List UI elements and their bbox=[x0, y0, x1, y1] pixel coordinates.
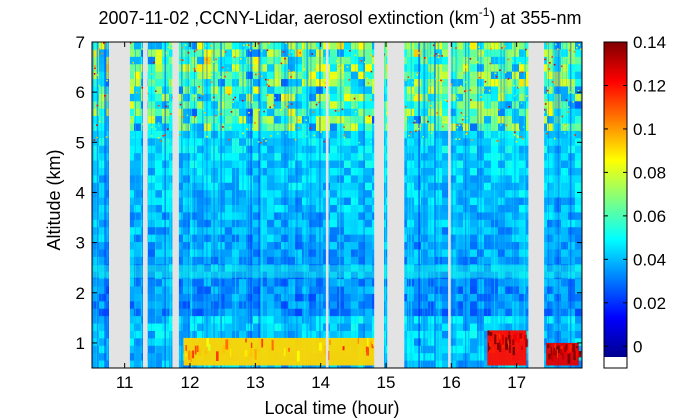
y-tick-label: 6 bbox=[76, 83, 85, 102]
chart-title: 2007-11-02 ,CCNY-Lidar, aerosol extincti… bbox=[99, 5, 582, 28]
data-gap-6 bbox=[448, 42, 451, 368]
x-tick-label: 14 bbox=[311, 373, 330, 392]
layer-3 bbox=[92, 265, 582, 278]
y-tick-label: 4 bbox=[76, 183, 85, 202]
data-gap-5 bbox=[387, 42, 405, 368]
y-axis: 1 2 3 4 5 6 7 bbox=[76, 33, 582, 353]
colorbar-frame bbox=[603, 41, 628, 369]
colorbar-tick-label: 0.14 bbox=[633, 33, 666, 52]
x-tick-label: 16 bbox=[442, 373, 461, 392]
y-tick-label: 5 bbox=[76, 133, 85, 152]
heatmap-cells bbox=[92, 42, 582, 368]
y-tick-label: 1 bbox=[76, 334, 85, 353]
data-gap-3 bbox=[325, 42, 329, 368]
data-gap-0 bbox=[109, 42, 130, 368]
colorbar-tick-label: 0.06 bbox=[633, 207, 666, 226]
layer-0 bbox=[183, 337, 380, 366]
x-tick-label: 17 bbox=[507, 373, 526, 392]
colorbar-tick-label: 0.04 bbox=[633, 250, 666, 269]
colorbar-bottom bbox=[604, 357, 627, 368]
colorbar-tick-label: 0.12 bbox=[633, 76, 666, 95]
x-tick-label: 12 bbox=[181, 373, 200, 392]
plot-frame bbox=[91, 41, 583, 369]
y-tick-label: 3 bbox=[76, 234, 85, 253]
colorbar: 0 0.02 0.04 0.06 0.08 0.1 0.12 0.14 bbox=[603, 33, 666, 369]
y-axis-label: Altitude (km) bbox=[44, 149, 64, 250]
colorbar-tick-label: 0 bbox=[633, 337, 642, 356]
data-gap-7 bbox=[528, 42, 545, 368]
colorbar-gradient bbox=[604, 42, 627, 357]
x-tick-label: 11 bbox=[116, 373, 134, 392]
colorbar-tick-label: 0.1 bbox=[633, 120, 657, 139]
colorbar-tick-label: 0.08 bbox=[633, 163, 666, 182]
x-axis: 11 12 13 14 15 16 17 bbox=[116, 42, 526, 392]
y-tick-label: 2 bbox=[76, 284, 85, 303]
data-gap-4 bbox=[374, 42, 384, 368]
x-axis-label: Local time (hour) bbox=[264, 398, 399, 418]
data-gap-2 bbox=[172, 42, 179, 368]
x-tick-label: 15 bbox=[377, 373, 396, 392]
y-tick-label: 7 bbox=[76, 33, 85, 52]
plot-area bbox=[92, 42, 582, 368]
x-tick-label: 13 bbox=[246, 373, 265, 392]
data-gap-1 bbox=[143, 42, 148, 368]
colorbar-tick-label: 0.02 bbox=[633, 294, 666, 313]
